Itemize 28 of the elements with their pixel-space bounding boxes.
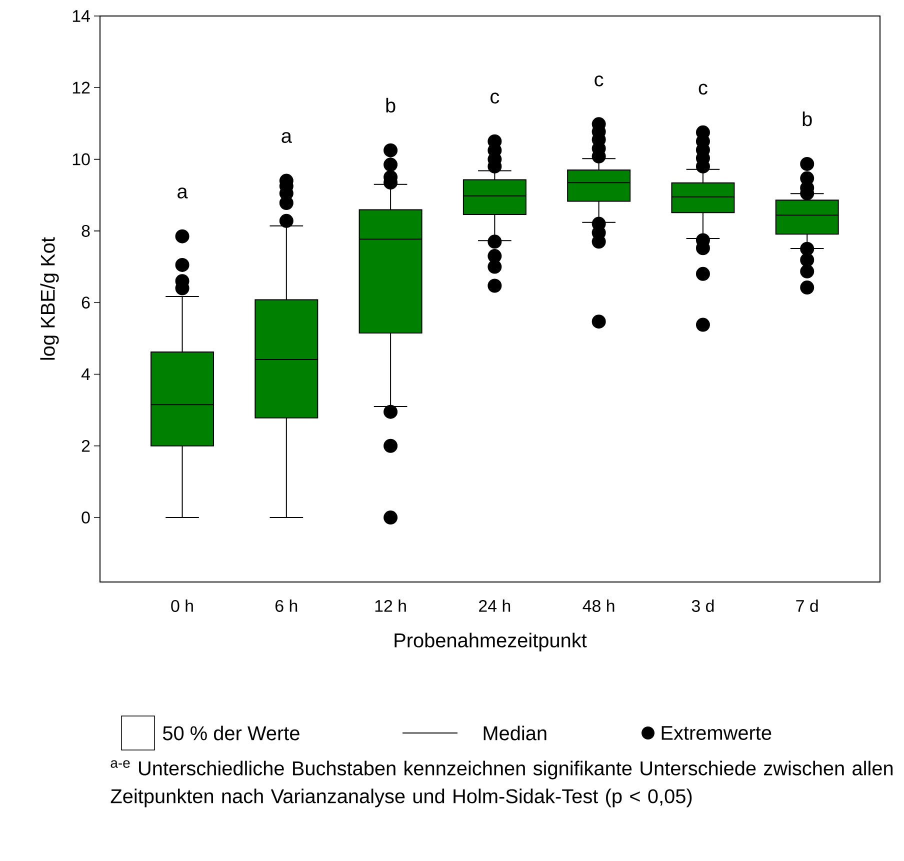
text: $^{a-e}$ Unterschiedliche Buchstaben kennzeichnen signifikante Unterschiede zwischen allen Zeitpunkten nach Varianzanalyse und Holm-Sidak-Test (p < 0,05) [110,760,893,808]
x-tick-label: 12 h [375,600,406,612]
text: Extremwerte [662,726,772,740]
x-axis-title: Probenahmezeitpunkt [394,632,587,652]
annotation: c [698,84,708,95]
y-tick-label: 2 [82,440,90,452]
x-tick-label: 48 h [582,600,614,612]
x-tick-label: 0 h [171,600,193,612]
y-tick-label: 4 [81,368,90,380]
text: 50 % der Werte [163,726,300,740]
y-tick-label: 0 [82,512,90,524]
annotation: c [490,92,500,104]
annotation: a [282,132,292,143]
y-tick-label: 8 [82,224,90,237]
x-tick-label: 24 h [479,600,510,612]
y-axis-title: log KBE/g Kot [40,237,59,360]
x-tick-label: 3 d [692,600,714,612]
annotation: c [594,75,604,86]
annotation: b [386,98,396,113]
y-tick-label: 6 [82,296,90,309]
text: Median [484,726,546,740]
y-tick-label: 14 [72,10,90,22]
y-tick-label: 10 [72,153,90,166]
y-tick-label: 12 [72,82,90,94]
x-tick-label: 7 d [796,600,818,612]
x-tick-label: 6 h [275,600,298,612]
annotation: a [178,188,188,199]
annotation: b [802,112,812,126]
